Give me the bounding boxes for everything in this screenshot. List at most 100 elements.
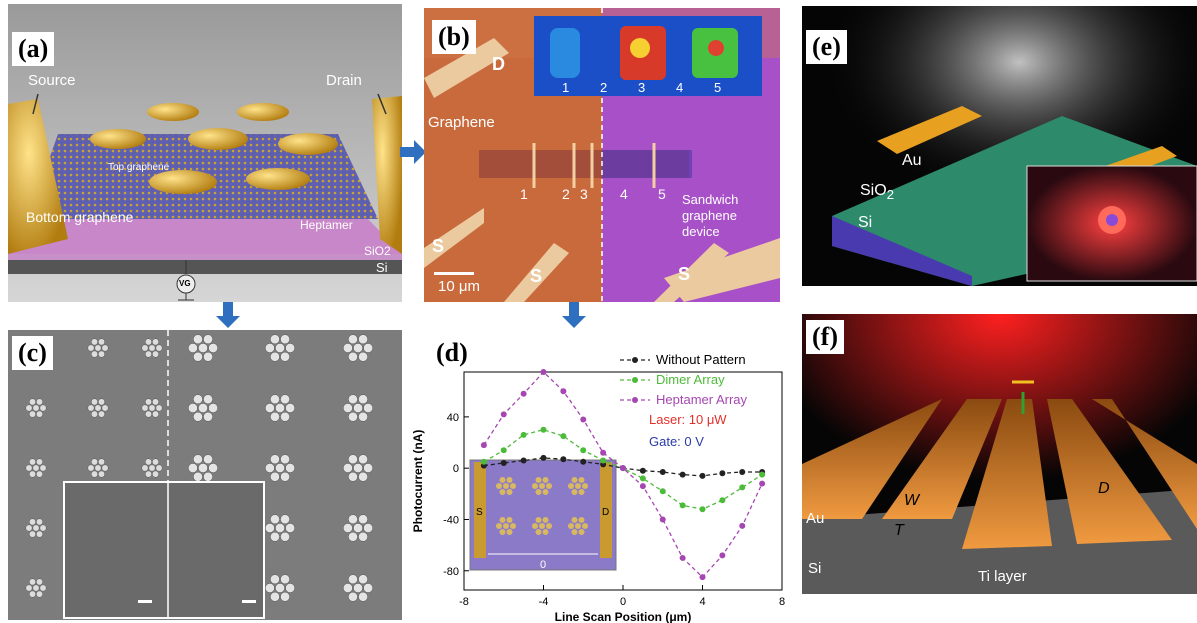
heptamer-small	[25, 458, 47, 478]
data-point	[500, 411, 507, 418]
inset-source-pad	[474, 462, 486, 558]
inset-number: 3	[638, 80, 646, 95]
heptamer-large	[343, 514, 373, 542]
inset-heptamer-dot	[575, 483, 581, 489]
device-number: 1	[520, 186, 528, 202]
heptamer-large	[343, 574, 373, 602]
panel-e-illustration	[802, 6, 1197, 286]
inset-heptamer-dot	[539, 523, 545, 529]
inset-heptamer-dot	[532, 483, 538, 489]
inset-heptamer-dot	[532, 523, 538, 529]
heptamer-large	[265, 574, 295, 602]
heptamer-large	[188, 334, 218, 362]
data-point	[679, 554, 686, 561]
heptamer-small	[25, 518, 47, 538]
panel-f-label: (f)	[806, 320, 844, 354]
data-point	[620, 465, 626, 472]
panel-e: (e) Au SiO2 Si	[802, 6, 1197, 286]
si-label: Si	[858, 214, 873, 231]
panel-f-illustration	[802, 314, 1197, 594]
data-point	[580, 447, 587, 454]
panel-d: -8 -4 0 4 8 -80 -40 0 40 Line Scan Position (μm) P…	[402, 322, 792, 623]
inset-heptamer-dot	[575, 523, 581, 529]
inset-heptamer-dot	[499, 489, 506, 496]
inset-heptamer-dot	[568, 523, 574, 529]
inset-heptamer-dot	[578, 516, 585, 523]
data-point	[679, 502, 686, 509]
data-point	[719, 470, 726, 477]
source-pad-label: S	[432, 236, 445, 256]
graphene-label: Graphene	[428, 114, 495, 131]
data-point	[580, 458, 587, 465]
inset-heptamer-dot	[506, 489, 513, 496]
arrow-down-icon	[562, 302, 586, 333]
source-pad-label: S	[678, 264, 691, 284]
drain-label: Drain	[326, 72, 362, 89]
panel-c-label: (c)	[12, 336, 53, 370]
data-point	[520, 431, 527, 438]
inset-heptamer-dot	[542, 476, 549, 483]
data-point	[659, 469, 666, 476]
inset-heptamer-dot	[503, 483, 509, 489]
data-point	[659, 516, 666, 523]
inset-zero-label: 0	[540, 559, 546, 571]
panel-b-micrograph	[424, 8, 780, 302]
panel-b: (b) Graphene Sandwich graphene device 1 …	[424, 8, 780, 302]
inset-number: 1	[562, 80, 570, 95]
data-point	[659, 488, 666, 495]
device-number: 3	[580, 186, 588, 202]
panel-d-label: (d)	[436, 338, 468, 367]
heptamer-label: Heptamer	[300, 218, 353, 232]
data-point	[500, 460, 507, 467]
inset-D-label: D	[602, 507, 609, 518]
x-axis-label: Line Scan Position (μm)	[555, 610, 692, 623]
inset-number: 5	[714, 80, 722, 95]
panel-f: (f) Au W T D Si Ti layer	[802, 314, 1197, 594]
data-point	[480, 442, 487, 449]
inset-heptamer-dot	[510, 483, 516, 489]
y-tick-label: 40	[447, 412, 459, 424]
legend-marker	[632, 397, 638, 403]
heptamer-large	[265, 394, 295, 422]
scalebar-label: 10 μm	[438, 278, 480, 295]
heptamer-small	[141, 398, 163, 418]
inset-heptamer-dot	[503, 523, 509, 529]
data-point	[699, 472, 706, 479]
inset-heptamer-dot	[546, 483, 552, 489]
data-point	[639, 483, 646, 490]
heptamer-large	[265, 514, 295, 542]
legend-marker	[632, 357, 638, 363]
source-pad-label: S	[530, 266, 543, 286]
panel-b-label: (b)	[432, 20, 476, 54]
data-point	[739, 522, 746, 529]
data-point	[500, 447, 507, 454]
arrow-right-icon	[400, 140, 426, 169]
heptamer-large	[343, 394, 373, 422]
data-point	[560, 456, 567, 463]
data-point	[600, 449, 607, 456]
y-tick-label: -80	[443, 566, 459, 578]
inset-heptamer-dot	[499, 529, 506, 536]
legend-label: Dimer Array	[656, 372, 725, 387]
x-tick-label: 4	[699, 596, 705, 608]
heptamer-large	[188, 394, 218, 422]
data-point	[540, 454, 547, 461]
inset-heptamer-dot	[542, 516, 549, 523]
heptamer-large	[188, 454, 218, 482]
sandwich-label-line2: graphene	[682, 208, 737, 223]
device-number: 2	[562, 186, 570, 202]
device-number: 5	[658, 186, 666, 202]
inset-drain-pad	[600, 462, 612, 558]
heptamer-large	[343, 334, 373, 362]
sandwich-label-line1: Sandwich	[682, 192, 739, 207]
heptamer-small	[25, 398, 47, 418]
data-point	[739, 484, 746, 491]
data-point	[679, 471, 686, 478]
bottom-graphene-label: Bottom graphene	[26, 209, 134, 225]
y-axis-label: Photocurrent (nA)	[411, 430, 425, 533]
si-label: Si	[808, 560, 822, 577]
data-point	[540, 369, 547, 375]
data-point	[480, 458, 487, 465]
data-point	[540, 426, 547, 433]
x-tick-label: -8	[459, 596, 469, 608]
